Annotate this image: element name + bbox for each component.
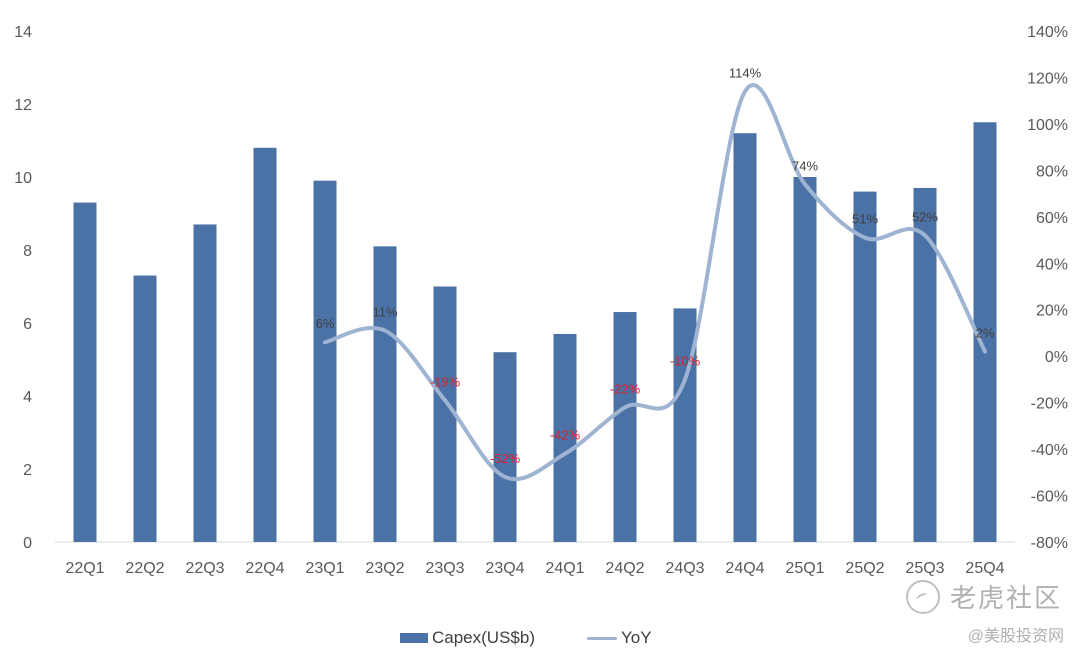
- right-tick-label: 60%: [1036, 210, 1068, 227]
- bar-23Q2[interactable]: [373, 246, 397, 542]
- x-axis-labels: 22Q1 22Q2 22Q3 22Q4 23Q1 23Q2 23Q3 23Q4 24Q1 24Q2…: [65, 560, 1004, 577]
- bar-23Q4[interactable]: [493, 352, 517, 542]
- category-label: 22Q4: [245, 560, 284, 577]
- tiger-logo-icon: [905, 579, 940, 614]
- right-tick-label: 120%: [1027, 70, 1068, 87]
- left-tick-label: 4: [23, 389, 32, 406]
- bar-24Q2[interactable]: [613, 312, 637, 542]
- bar-25Q1[interactable]: [793, 177, 817, 542]
- yoy-data-labels: 6% 11% -19% -52% -42% -22% -10% 114% 74% 51% 52% 2%: [316, 65, 995, 466]
- left-tick-label: 10: [14, 170, 32, 187]
- legend: Capex(US$b) YoY: [400, 628, 704, 648]
- legend-swatch-line: [587, 636, 617, 640]
- bar-24Q1[interactable]: [553, 333, 577, 542]
- legend-label-yoy: YoY: [621, 628, 652, 647]
- category-label: 24Q4: [725, 560, 764, 577]
- bar-23Q1[interactable]: [313, 180, 337, 542]
- yoy-label-25Q3: 52%: [912, 209, 938, 224]
- category-label: 25Q3: [905, 560, 944, 577]
- right-tick-label: 40%: [1036, 256, 1068, 273]
- right-tick-label: 140%: [1027, 24, 1068, 41]
- legend-label-capex: Capex(US$b): [432, 628, 535, 647]
- right-tick-label: 0%: [1045, 349, 1068, 366]
- left-tick-label: 14: [14, 24, 32, 41]
- left-tick-label: 8: [23, 243, 32, 260]
- category-label: 24Q2: [605, 560, 644, 577]
- bar-25Q3[interactable]: [913, 187, 937, 542]
- bar-25Q4[interactable]: [973, 122, 997, 542]
- yoy-label-25Q2: 51%: [852, 212, 878, 227]
- category-label: 23Q2: [365, 560, 404, 577]
- bar-22Q4[interactable]: [253, 147, 277, 543]
- yoy-label-24Q3: -10%: [670, 353, 701, 368]
- right-tick-label: -20%: [1031, 396, 1068, 413]
- capex-bars: [73, 122, 997, 543]
- bar-22Q1[interactable]: [73, 202, 97, 543]
- yoy-label-23Q3: -19%: [430, 374, 461, 389]
- yoy-label-25Q1: 74%: [792, 158, 818, 173]
- right-tick-label: 80%: [1036, 163, 1068, 180]
- right-tick-label: 100%: [1027, 117, 1068, 134]
- yoy-label-25Q4: 2%: [976, 326, 995, 341]
- category-label: 22Q2: [125, 560, 164, 577]
- legend-item-yoy[interactable]: YoY: [587, 628, 652, 648]
- category-label: 24Q1: [545, 560, 584, 577]
- bar-22Q3[interactable]: [193, 224, 217, 542]
- right-tick-label: -80%: [1031, 535, 1068, 552]
- left-tick-label: 2: [23, 462, 32, 479]
- category-label: 22Q1: [65, 560, 104, 577]
- yoy-label-24Q2: -22%: [610, 381, 641, 396]
- category-label: 23Q4: [485, 560, 524, 577]
- right-tick-label: 20%: [1036, 303, 1068, 320]
- left-tick-label: 0: [23, 535, 32, 552]
- legend-swatch-bar: [400, 633, 428, 643]
- right-y-axis: -80% -60% -40% -20% 0% 20% 40% 60% 80% 100% 120% 14…: [1027, 24, 1068, 552]
- left-tick-label: 12: [14, 97, 32, 114]
- yoy-line: [323, 83, 987, 481]
- category-label: 23Q3: [425, 560, 464, 577]
- bar-25Q2[interactable]: [853, 191, 877, 542]
- category-label: 25Q1: [785, 560, 824, 577]
- watermark-brand: 老虎社区: [905, 578, 1062, 615]
- yoy-label-23Q4: -52%: [490, 451, 521, 466]
- category-label: 25Q2: [845, 560, 884, 577]
- yoy-label-24Q4: 114%: [729, 65, 762, 80]
- bar-23Q3[interactable]: [433, 286, 457, 543]
- bar-24Q4[interactable]: [733, 133, 757, 542]
- yoy-label-24Q1: -42%: [550, 428, 581, 443]
- category-label: 23Q1: [305, 560, 344, 577]
- category-label: 22Q3: [185, 560, 224, 577]
- right-tick-label: -60%: [1031, 489, 1068, 506]
- left-tick-label: 6: [23, 316, 32, 333]
- yoy-label-23Q2: 11%: [372, 305, 397, 320]
- legend-item-capex[interactable]: Capex(US$b): [400, 628, 535, 648]
- yoy-label-23Q1: 6%: [316, 316, 335, 331]
- watermark-brand-text: 老虎社区: [949, 583, 1062, 613]
- category-label: 25Q4: [965, 560, 1004, 577]
- right-tick-label: -40%: [1031, 442, 1068, 459]
- watermark-handle: @美股投资网: [967, 628, 1064, 645]
- left-y-axis: 0 2 4 6 8 10 12 14: [14, 24, 32, 552]
- category-label: 24Q3: [665, 560, 704, 577]
- bar-22Q2[interactable]: [133, 275, 157, 542]
